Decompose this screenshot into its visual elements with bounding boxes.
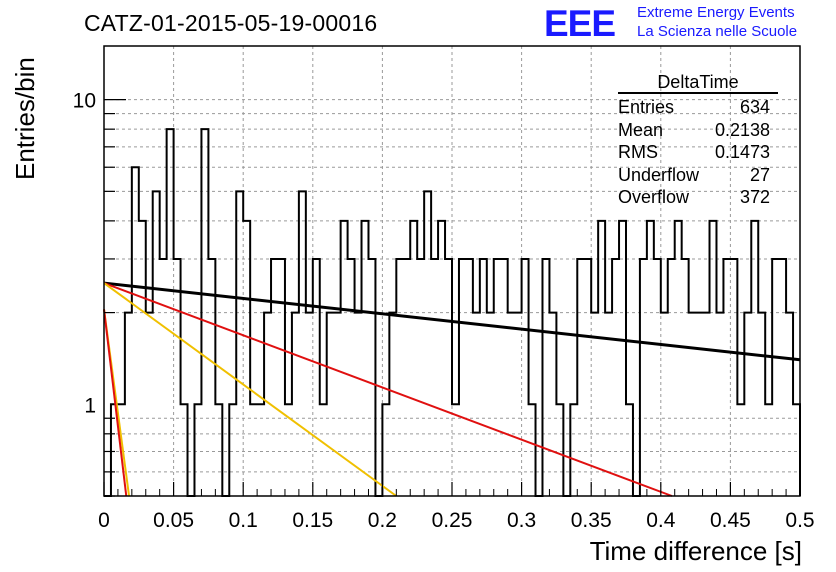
fit-line-0: [103, 281, 801, 362]
stats-row-underflow: Underflow 27: [618, 164, 770, 185]
stats-row-rms: RMS 0.1473: [618, 142, 770, 162]
x-tick-label: 0.4: [646, 509, 676, 532]
x-tick-label: 0.1: [229, 509, 258, 532]
axis-tick-labels: 0 0.05 0.1 0.15 0.2 0.25 0.3 0.35 0.4 0.45 0.5 1 10: [73, 90, 815, 532]
plot-title: CATZ-01-2015-05-19-00016: [84, 10, 378, 36]
x-tick-label: 0: [98, 509, 110, 532]
fit-line-1: [103, 282, 673, 497]
y-tick-label: 10: [73, 90, 96, 113]
fit-curves: [103, 281, 801, 497]
x-axis-label: Time difference [s]: [589, 536, 802, 566]
stats-title: DeltaTime: [618, 72, 778, 94]
x-tick-label: 0.15: [292, 509, 333, 532]
logo-line-1: Extreme Energy Events: [637, 4, 795, 21]
stats-row-mean: Mean 0.2138: [618, 119, 770, 140]
y-axis-label: Entries/bin: [10, 57, 40, 180]
stats-row-overflow: Overflow 372: [618, 187, 770, 207]
x-tick-label: 0.25: [432, 509, 473, 532]
x-tick-label: 0.3: [507, 509, 536, 532]
eee-logo: EEE: [544, 3, 616, 44]
x-tick-label: 0.45: [710, 509, 751, 532]
x-tick-label: 0.35: [571, 509, 612, 532]
axis-ticks: [103, 99, 801, 497]
fit-line-2: [103, 282, 397, 497]
x-tick-label: 0.5: [785, 509, 814, 532]
stats-box: DeltaTime Entries 634 Mean 0.2138 RMS 0.147…: [610, 72, 778, 209]
stats-row-entries: Entries 634: [618, 97, 770, 117]
fit-line-4: [103, 309, 128, 497]
histogram-line: [104, 128, 801, 497]
histogram-series: [104, 128, 801, 497]
y-tick-label: 1: [84, 394, 96, 417]
x-tick-label: 0.2: [368, 509, 397, 532]
logo-line-2: La Scienza nelle Scuole: [637, 23, 798, 40]
x-tick-label: 0.05: [153, 509, 194, 532]
